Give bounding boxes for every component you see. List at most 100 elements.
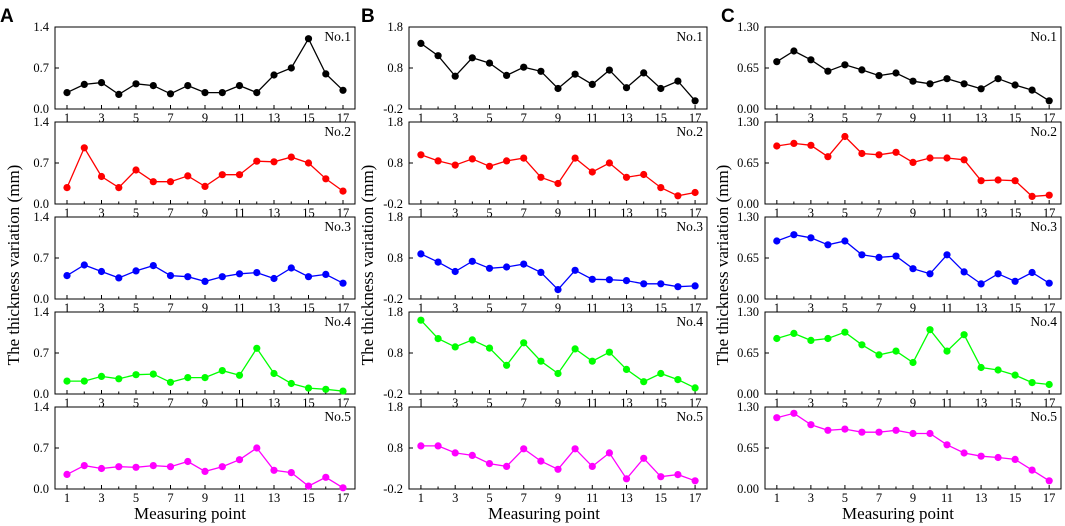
- x-tick-label: 9: [910, 111, 916, 125]
- data-point: [287, 64, 295, 72]
- data-point: [218, 89, 226, 97]
- series-line: [776, 412, 1050, 482]
- data-point: [485, 264, 494, 272]
- data-point: [322, 473, 330, 481]
- y-tick-label: 1.8: [387, 305, 403, 319]
- data-point: [691, 384, 699, 392]
- x-tick-label: 1: [418, 206, 424, 220]
- data-point: [520, 154, 528, 162]
- data-point: [201, 89, 209, 97]
- data-point: [1011, 371, 1019, 379]
- data-point: [571, 266, 579, 274]
- subplot-frame: [764, 311, 1062, 395]
- x-tick-label: 13: [268, 206, 281, 220]
- y-tick-label: -0.2: [383, 292, 403, 306]
- x-tick-label: 15: [655, 301, 668, 315]
- y-tick-label: 0.65: [737, 251, 759, 265]
- x-tick-label: 3: [98, 111, 104, 125]
- data-point: [909, 158, 917, 166]
- data-point: [926, 326, 934, 334]
- y-tick-label: 1.30: [737, 210, 759, 224]
- data-point: [807, 421, 815, 429]
- x-tick-label: 1: [64, 396, 70, 410]
- x-tick-label: 17: [689, 491, 702, 505]
- x-axis-title: Measuring point: [488, 504, 600, 523]
- x-tick-label: 13: [975, 301, 988, 315]
- x-tick-label: 15: [1009, 301, 1022, 315]
- data-point: [977, 85, 985, 93]
- data-point: [485, 460, 494, 468]
- data-point: [994, 270, 1002, 278]
- x-tick-label: 7: [521, 301, 527, 315]
- data-point: [503, 263, 511, 271]
- x-tick-label: 17: [1043, 111, 1056, 125]
- data-point: [691, 477, 699, 485]
- data-point: [892, 69, 900, 77]
- y-tick-label: 1.4: [33, 20, 49, 34]
- x-tick-label: 17: [1043, 491, 1056, 505]
- x-tick-label: 13: [620, 396, 633, 410]
- data-point: [218, 273, 226, 281]
- data-point: [588, 80, 596, 88]
- data-point: [892, 252, 900, 260]
- data-point: [63, 89, 71, 97]
- x-tick-label: 15: [302, 206, 315, 220]
- y-tick-label: 1.8: [387, 400, 403, 414]
- x-tick-label: 3: [808, 111, 814, 125]
- data-point: [537, 268, 545, 276]
- y-tick-label: 0.00: [737, 387, 759, 401]
- data-point: [537, 67, 545, 75]
- x-tick-label: 3: [98, 396, 104, 410]
- series-line: [67, 347, 344, 392]
- data-point: [892, 347, 900, 355]
- data-point: [451, 449, 459, 457]
- data-point: [926, 154, 934, 162]
- data-point: [588, 357, 596, 365]
- data-point: [97, 172, 106, 181]
- x-tick-label: 15: [655, 491, 668, 505]
- data-point: [503, 361, 511, 369]
- data-point: [909, 429, 917, 438]
- series-name: No.1: [676, 29, 703, 44]
- y-tick-label: 1.8: [387, 115, 403, 129]
- x-tick-label: 3: [808, 491, 814, 505]
- data-point: [943, 347, 951, 355]
- data-point: [166, 272, 175, 280]
- subplot-frame: [54, 216, 356, 300]
- x-tick-label: 9: [555, 111, 561, 125]
- data-point: [926, 80, 934, 88]
- data-point: [1028, 268, 1036, 277]
- data-point: [434, 335, 442, 343]
- x-tick-label: 13: [268, 491, 281, 505]
- data-point: [235, 371, 244, 379]
- data-point: [520, 260, 528, 268]
- data-point: [149, 82, 157, 90]
- x-tick-label: 11: [586, 111, 598, 125]
- data-point: [674, 192, 682, 200]
- data-point: [417, 316, 425, 324]
- data-point: [287, 264, 295, 272]
- x-tick-label: 7: [167, 301, 173, 315]
- x-tick-label: 1: [64, 301, 70, 315]
- data-point: [977, 452, 985, 460]
- data-point: [235, 456, 244, 464]
- data-point: [1045, 477, 1053, 485]
- data-point: [622, 277, 631, 285]
- data-point: [605, 66, 614, 74]
- data-point: [132, 267, 140, 275]
- x-tick-label: 3: [808, 206, 814, 220]
- x-tick-label: 1: [774, 206, 780, 220]
- series-line: [420, 42, 696, 102]
- data-point: [149, 462, 157, 470]
- data-point: [909, 77, 917, 85]
- data-point: [115, 90, 123, 98]
- data-point: [960, 449, 968, 457]
- x-tick-label: 13: [975, 206, 988, 220]
- data-point: [875, 253, 883, 261]
- data-point: [858, 428, 866, 436]
